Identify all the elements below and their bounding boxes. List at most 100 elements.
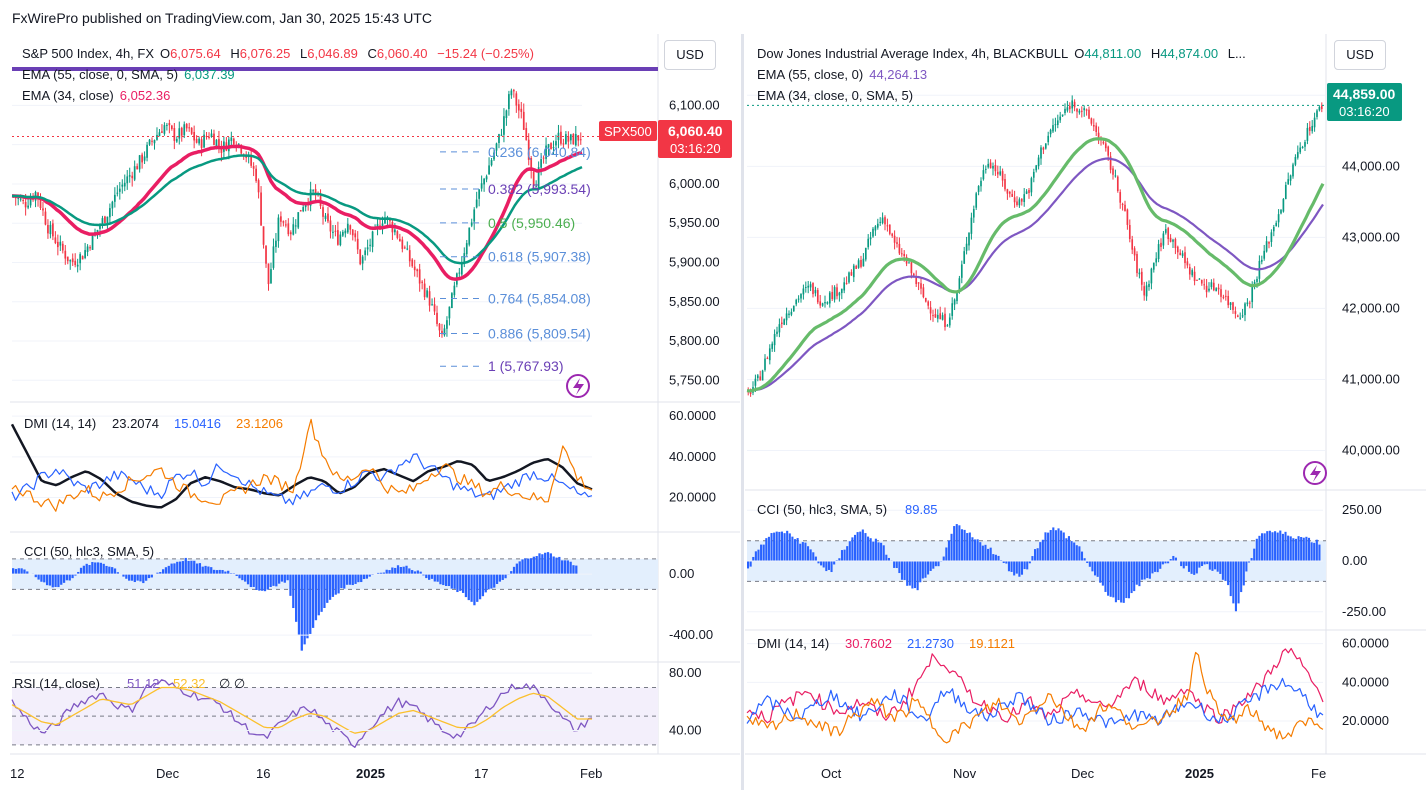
spx-candle[interactable] — [413, 266, 416, 271]
spx-candle[interactable] — [299, 210, 302, 212]
dji-candle[interactable] — [1200, 279, 1203, 284]
spx-candle[interactable] — [270, 269, 272, 284]
spx-candle[interactable] — [418, 269, 421, 284]
spx-candle[interactable] — [530, 157, 533, 171]
dji-candle[interactable] — [1205, 285, 1208, 293]
dji-candle[interactable] — [785, 313, 788, 321]
spx-candle[interactable] — [257, 180, 260, 193]
dji-candle[interactable] — [814, 289, 817, 294]
spx-candle[interactable] — [141, 154, 143, 163]
dji-candle[interactable] — [1116, 176, 1119, 191]
dji-candle[interactable] — [819, 301, 822, 306]
dji-candle[interactable] — [900, 253, 903, 255]
spx-candle[interactable] — [109, 208, 111, 218]
spx-candle[interactable] — [180, 127, 183, 136]
spx-candle[interactable] — [547, 144, 550, 148]
dji-candle[interactable] — [1052, 125, 1054, 132]
spx-candle[interactable] — [542, 157, 545, 159]
dji-candle[interactable] — [1215, 288, 1218, 292]
spx-candle[interactable] — [71, 258, 74, 263]
spx-candle[interactable] — [173, 128, 176, 141]
spx-candle[interactable] — [520, 108, 523, 112]
spx-candle[interactable] — [183, 124, 186, 136]
spx-candle[interactable] — [309, 189, 312, 206]
dji-candle[interactable] — [1316, 110, 1318, 117]
dji-candle[interactable] — [975, 193, 978, 208]
spx-candle[interactable] — [470, 222, 473, 226]
dji-candle[interactable] — [1222, 296, 1225, 298]
spx-candle[interactable] — [56, 241, 59, 248]
spx-candle[interactable] — [366, 247, 369, 250]
dji-candle[interactable] — [891, 233, 894, 236]
dji-candle[interactable] — [1107, 146, 1110, 156]
dji-candle[interactable] — [872, 228, 874, 237]
spx-candle[interactable] — [490, 160, 493, 166]
spx-candle[interactable] — [346, 223, 349, 233]
dji-candle[interactable] — [1090, 118, 1093, 124]
spx-candle[interactable] — [369, 244, 371, 246]
spx-candle[interactable] — [44, 211, 47, 225]
spx-candle[interactable] — [540, 159, 542, 168]
spx-candle[interactable] — [312, 190, 314, 192]
spx-candle[interactable] — [401, 239, 404, 249]
spx-candle[interactable] — [463, 253, 466, 263]
dji-candle[interactable] — [1143, 286, 1146, 296]
spx-candle[interactable] — [74, 260, 77, 266]
dji-candle[interactable] — [1136, 253, 1138, 274]
spx-candle[interactable] — [324, 215, 327, 219]
dji-candle[interactable] — [800, 293, 802, 299]
dji-candle[interactable] — [884, 217, 886, 225]
dji-candle[interactable] — [1292, 164, 1294, 177]
dji-candle[interactable] — [792, 305, 795, 312]
spx-candle[interactable] — [42, 208, 44, 211]
dji-candle[interactable] — [761, 370, 764, 381]
dji-candle[interactable] — [1196, 279, 1198, 281]
dji-candle[interactable] — [1268, 241, 1270, 244]
spx-candle[interactable] — [428, 291, 431, 306]
dji-candle[interactable] — [1181, 253, 1184, 256]
dji-candle[interactable] — [1102, 141, 1105, 144]
spx-candle[interactable] — [535, 186, 538, 188]
spx-candle[interactable] — [468, 227, 471, 245]
spx-candle[interactable] — [473, 209, 476, 222]
panel-divider[interactable] — [741, 34, 744, 790]
spx-candle[interactable] — [545, 145, 547, 159]
dji-ema34-legend[interactable]: EMA (34, close, 0, SMA, 5) — [757, 88, 919, 103]
dji-candle[interactable] — [968, 232, 970, 246]
dji-candle[interactable] — [1167, 228, 1170, 240]
dji-candle[interactable] — [1124, 204, 1126, 212]
spx-candle[interactable] — [111, 201, 114, 209]
spx-candle[interactable] — [237, 143, 240, 146]
spx-candle[interactable] — [381, 223, 384, 228]
dji-candle[interactable] — [809, 284, 812, 288]
dji-candle[interactable] — [778, 324, 781, 333]
dji-candle[interactable] — [1256, 278, 1258, 282]
spx-dmi-line-2[interactable] — [11, 418, 593, 512]
spx-candle[interactable] — [54, 237, 57, 243]
dji-candle[interactable] — [771, 343, 774, 349]
spx-candle[interactable] — [441, 330, 443, 335]
dji-candle[interactable] — [773, 334, 776, 346]
spx-candle[interactable] — [574, 133, 577, 146]
dji-candle[interactable] — [838, 292, 841, 296]
spx-candle[interactable] — [550, 143, 552, 150]
spx-candle[interactable] — [61, 243, 64, 251]
spx-candle[interactable] — [493, 152, 495, 160]
spx-candle[interactable] — [215, 139, 218, 147]
spx-candle[interactable] — [156, 134, 158, 140]
spx-candle[interactable] — [289, 232, 292, 235]
spx-candle[interactable] — [175, 139, 178, 142]
dji-candle[interactable] — [951, 303, 954, 316]
spx-candle[interactable] — [436, 312, 438, 324]
dji-candle[interactable] — [1035, 165, 1038, 171]
dji-candle[interactable] — [1198, 278, 1201, 280]
dji-candle[interactable] — [958, 278, 961, 292]
dji-candle[interactable] — [833, 287, 836, 300]
dji-candle[interactable] — [1186, 261, 1189, 266]
spx-candle[interactable] — [39, 197, 42, 209]
dji-candle[interactable] — [1280, 210, 1282, 214]
dji-candle[interactable] — [759, 376, 762, 381]
dji-candle[interactable] — [1244, 303, 1246, 316]
spx-candle[interactable] — [123, 182, 126, 187]
dji-candle[interactable] — [886, 225, 889, 227]
